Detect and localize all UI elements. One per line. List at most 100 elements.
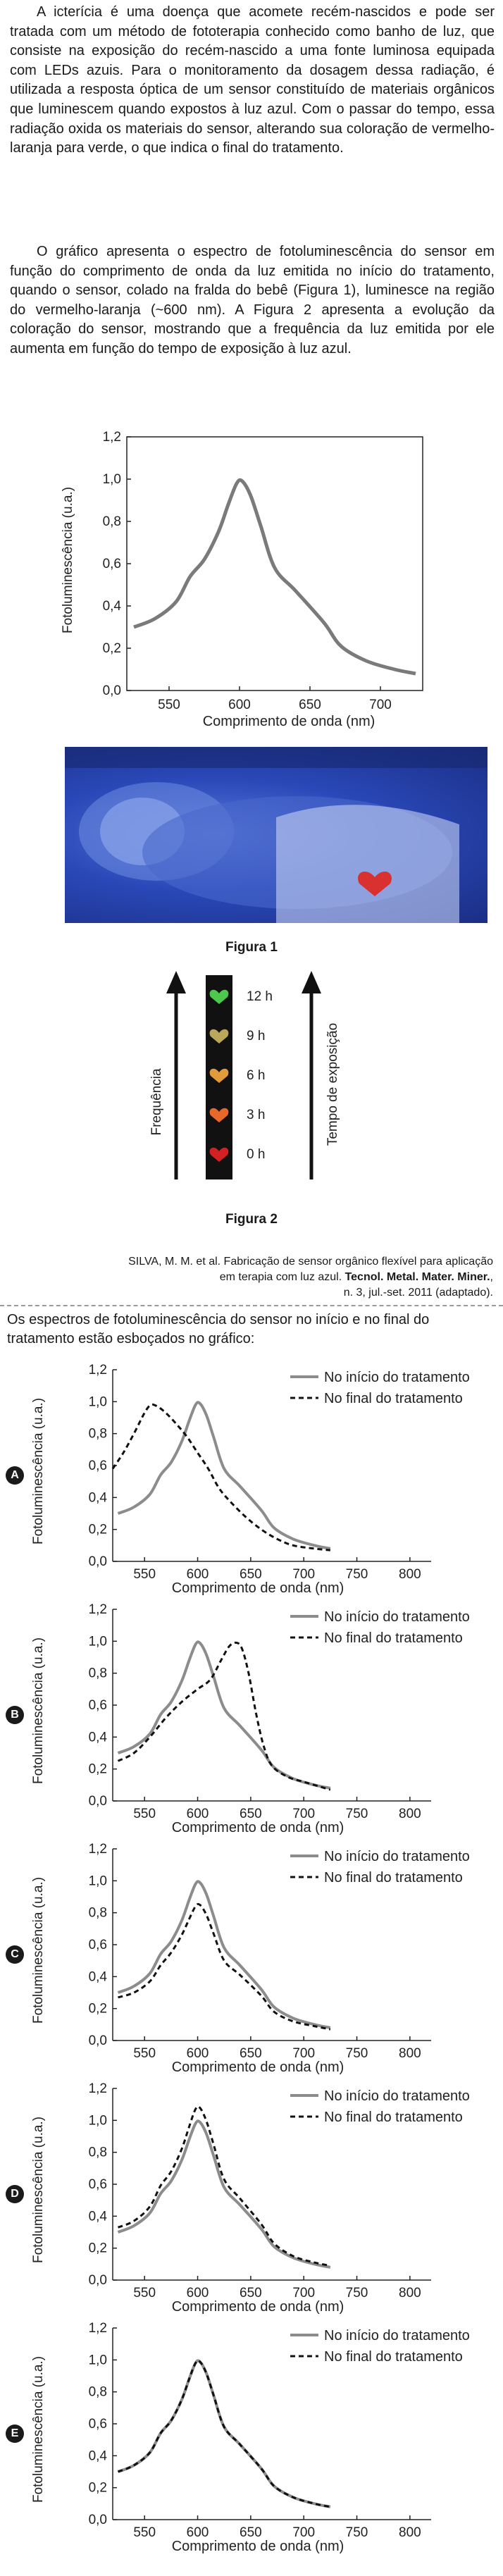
step-time-label: 6 h: [247, 1068, 265, 1083]
y-tick-label: 0,4: [89, 1490, 108, 1505]
x-tick-label: 600: [187, 2286, 209, 2301]
figure1-caption: Figura 1: [225, 940, 278, 955]
y-tick-label: 0,6: [89, 1459, 107, 1473]
x-axis-label: Comprimento de onda (nm): [172, 2539, 344, 2554]
x-tick-label: 550: [133, 1567, 156, 1582]
figure1-photo: [65, 747, 488, 923]
legend-start-label: No início do tratamento: [324, 1370, 470, 1385]
x-tick-label: 600: [187, 2046, 209, 2061]
y-tick-label: 0,8: [89, 1906, 107, 1921]
legend-start-label: No início do tratamento: [324, 1609, 470, 1625]
x-tick-label: 650: [240, 2286, 262, 2301]
x-tick-label: 800: [399, 2286, 421, 2301]
y-tick-label: 0,2: [89, 2002, 107, 2017]
y-tick-label: 1,0: [89, 1634, 107, 1649]
source-line-1: SILVA, M. M. et al. Fabricação de sensor…: [128, 1256, 493, 1268]
series-start-line: [117, 1401, 331, 1550]
x-axis-label: Comprimento de onda (nm): [172, 2299, 344, 2315]
y-axis-label: Fotoluminescência (u.a.): [61, 487, 75, 633]
y-axis-label: Fotoluminescência (u.a.): [31, 1877, 46, 2024]
option-badge-d[interactable]: D: [6, 2185, 24, 2203]
x-tick-label: 700: [292, 2286, 315, 2301]
y-tick-label: 1,0: [103, 472, 121, 487]
figure2-caption: Figura 2: [225, 1212, 278, 1227]
y-tick-label: 0,2: [103, 641, 121, 656]
heart-icon: [209, 989, 229, 1004]
x-tick-label: 600: [187, 1567, 209, 1582]
x-tick-label: 750: [346, 2046, 368, 2061]
legend-start-label: No início do tratamento: [324, 2328, 470, 2343]
step-time-label: 0 h: [247, 1147, 265, 1162]
y-tick-label: 1,2: [89, 2321, 107, 2336]
x-tick-label: 600: [228, 698, 251, 712]
legend-start-label: No início do tratamento: [324, 1849, 470, 1864]
plot-frame: [126, 436, 423, 691]
series-end-line: [117, 2105, 331, 2267]
y-tick-label: 0,6: [89, 1938, 107, 1952]
x-axis-label: Comprimento de onda (nm): [203, 714, 375, 729]
y-tick-label: 0,0: [103, 683, 121, 698]
y-tick-label: 0,4: [103, 599, 122, 614]
x-tick-label: 700: [292, 2046, 315, 2061]
legend-end-label: No final do tratamento: [324, 2349, 463, 2365]
main-spectrum-line: [133, 478, 416, 676]
source-line-2-text: em terapia com luz azul.: [219, 1271, 345, 1283]
series-start-line: [117, 1640, 331, 1790]
y-axis-label: Fotoluminescência (u.a.): [31, 2117, 46, 2263]
x-tick-label: 550: [158, 698, 180, 712]
y-tick-label: 0,6: [89, 2177, 107, 2192]
option-badge-c[interactable]: C: [6, 1945, 24, 1964]
color-steps: 12 h 9 h 6 h 3 h 0 h: [209, 989, 273, 1162]
y-tick-label: 0,4: [89, 2448, 108, 2463]
option-chart-a: Fotoluminescência (u.a.) 0,0 0,2 0,4 0,6 0,8 1…: [31, 1363, 470, 1596]
x-tick-label: 750: [346, 1567, 368, 1582]
series-end-line: [118, 1902, 331, 2031]
heart-icon: [209, 1147, 229, 1162]
y-axis-label: Fotoluminescência (u.a.): [31, 2356, 46, 2503]
y-tick-label: 0,0: [89, 2033, 107, 2048]
x-tick-label: 700: [369, 698, 392, 712]
frequency-label: Frequência: [149, 1068, 164, 1135]
series-start-line: [117, 2119, 331, 2269]
x-tick-label: 800: [399, 1567, 421, 1582]
heart-icon: [209, 1108, 229, 1122]
main-axes: 0,0 0,2 0,4 0,6 0,8 1,0 1,2 550 600 650 700: [103, 430, 423, 712]
y-tick-label: 0,4: [89, 1969, 108, 1984]
heart-icon: [209, 1068, 229, 1083]
question-text: Os espectros de fotoluminescência do sen…: [7, 1312, 430, 1346]
series-end-line: [111, 1403, 331, 1552]
y-tick-label: 0,8: [103, 514, 121, 529]
option-badge-a[interactable]: A: [6, 1466, 24, 1485]
figure2-diagram: Frequência 12 h 9 h 6 h 3 h 0 h Tempo de exp…: [149, 971, 340, 1179]
y-tick-label: 1,0: [89, 1874, 107, 1888]
source-line-2: em terapia com luz azul. Tecnol. Metal. …: [14, 1270, 493, 1285]
y-tick-label: 0,0: [89, 1794, 107, 1809]
y-tick-label: 1,2: [89, 2081, 107, 2096]
y-tick-label: 0,2: [89, 2241, 107, 2256]
y-tick-label: 0,0: [89, 2273, 107, 2288]
y-tick-label: 1,0: [89, 1394, 107, 1409]
x-tick-label: 600: [187, 2525, 209, 2540]
y-tick-label: 0,8: [89, 2385, 107, 2400]
series-end-line: [117, 2359, 331, 2508]
y-tick-label: 0,6: [103, 557, 121, 571]
x-tick-label: 800: [399, 1807, 421, 1821]
x-tick-label: 550: [133, 2286, 156, 2301]
x-tick-label: 800: [399, 2525, 421, 2540]
y-tick-label: 0,2: [89, 1523, 107, 1537]
x-tick-label: 700: [292, 1567, 315, 1582]
option-badge-b[interactable]: B: [6, 1706, 24, 1724]
legend-end-label: No final do tratamento: [324, 1630, 463, 1646]
y-tick-label: 0,2: [89, 2481, 107, 2496]
legend-end-label: No final do tratamento: [324, 2110, 463, 2125]
option-badge-e[interactable]: E: [6, 2425, 24, 2443]
y-tick-label: 0,2: [89, 1762, 107, 1777]
y-tick-label: 0,0: [89, 2513, 107, 2527]
baby-illustration: [65, 747, 488, 923]
y-tick-label: 0,6: [89, 1698, 107, 1713]
step-time-label: 12 h: [247, 989, 273, 1004]
x-tick-label: 650: [240, 1807, 262, 1821]
heart-icon: [209, 1029, 229, 1044]
y-tick-label: 1,2: [89, 1842, 107, 1857]
x-axis-label: Comprimento de onda (nm): [172, 2060, 344, 2075]
